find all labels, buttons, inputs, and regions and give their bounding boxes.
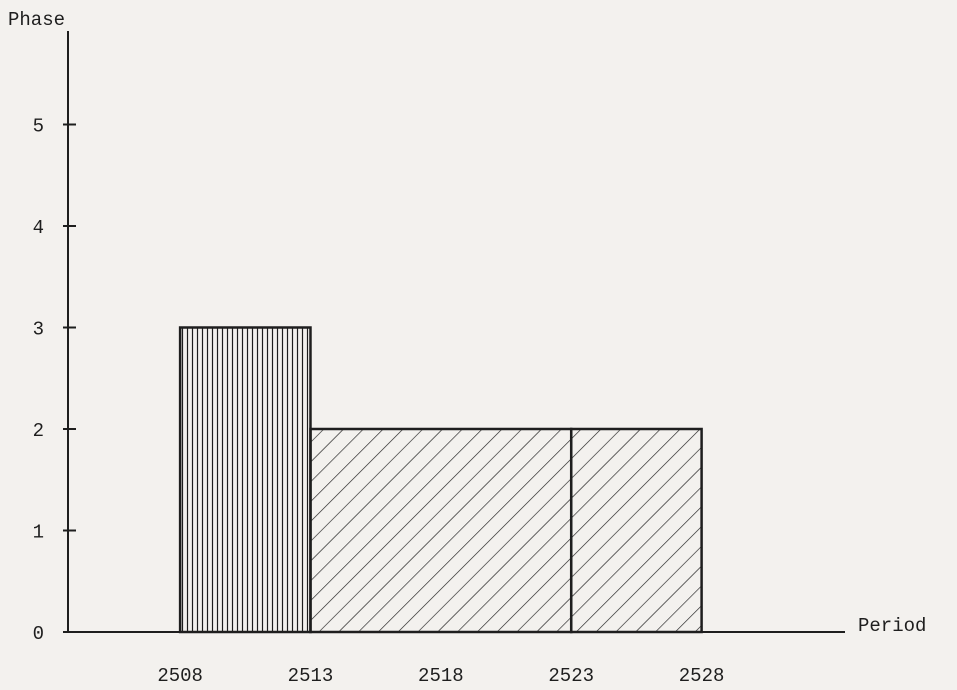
- x-tick-label: 2523: [548, 665, 594, 687]
- x-tick-label: 2508: [157, 665, 203, 687]
- bar: [309, 427, 573, 634]
- x-tick-label: 2518: [418, 665, 464, 687]
- x-tick-label: 2528: [679, 665, 725, 687]
- y-tick-label: 0: [33, 623, 44, 645]
- y-tick-label: 3: [33, 319, 44, 341]
- bar: [178, 326, 312, 634]
- y-axis-label: Phase: [8, 9, 65, 31]
- y-tick-label: 2: [33, 420, 44, 442]
- x-axis-label: Period: [858, 615, 926, 637]
- y-tick-label: 5: [33, 116, 44, 138]
- y-tick-label: 1: [33, 522, 44, 544]
- y-tick-label: 4: [33, 217, 44, 239]
- x-tick-label: 2513: [288, 665, 334, 687]
- bar: [569, 427, 703, 634]
